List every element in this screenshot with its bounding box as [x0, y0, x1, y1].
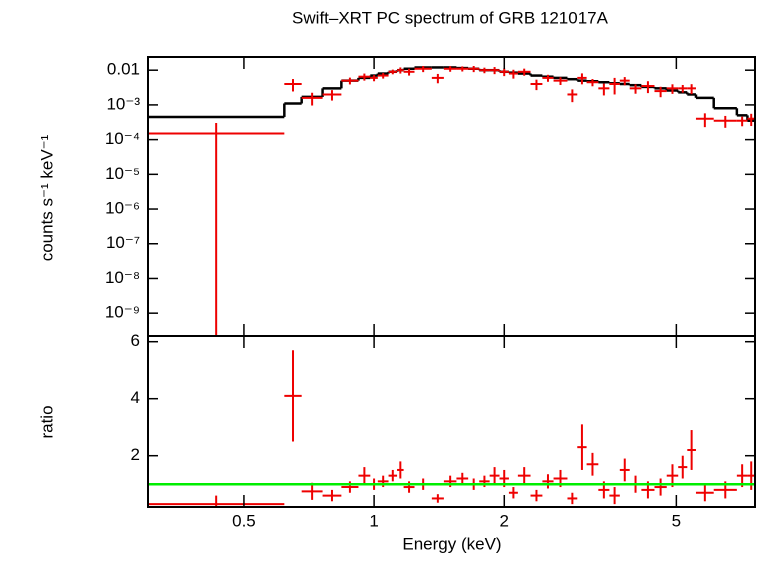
y-tick-label: 10⁻⁸: [105, 268, 140, 287]
y-tick-label: 10⁻³: [106, 94, 140, 113]
x-tick-label: 2: [500, 511, 509, 530]
y-axis-label: ratio: [37, 405, 56, 438]
y-tick-label: 0.01: [107, 60, 140, 79]
y-tick-label: 6: [131, 331, 140, 350]
y-axis-label: counts s⁻¹ keV⁻¹: [37, 134, 56, 261]
x-tick-label: 1: [369, 511, 378, 530]
plot-area: [148, 350, 755, 507]
x-tick-label: 5: [672, 511, 681, 530]
y-tick-label: 2: [131, 445, 140, 464]
x-tick-label: 0.5: [232, 511, 256, 530]
x-axis-label: Energy (keV): [402, 534, 501, 553]
y-tick-label: 10⁻⁶: [105, 199, 140, 218]
y-tick-label: 4: [131, 388, 140, 407]
plot-frame: [147, 56, 756, 337]
y-tick-label: 10⁻⁴: [105, 129, 140, 148]
y-tick-label: 10⁻⁵: [105, 164, 140, 183]
chart-title: Swift–XRT PC spectrum of GRB 121017A: [292, 8, 609, 27]
y-tick-label: 10⁻⁷: [106, 233, 140, 252]
plot-area: [148, 66, 755, 336]
y-tick-label: 10⁻⁹: [105, 303, 140, 322]
plot-frame: [147, 335, 756, 508]
